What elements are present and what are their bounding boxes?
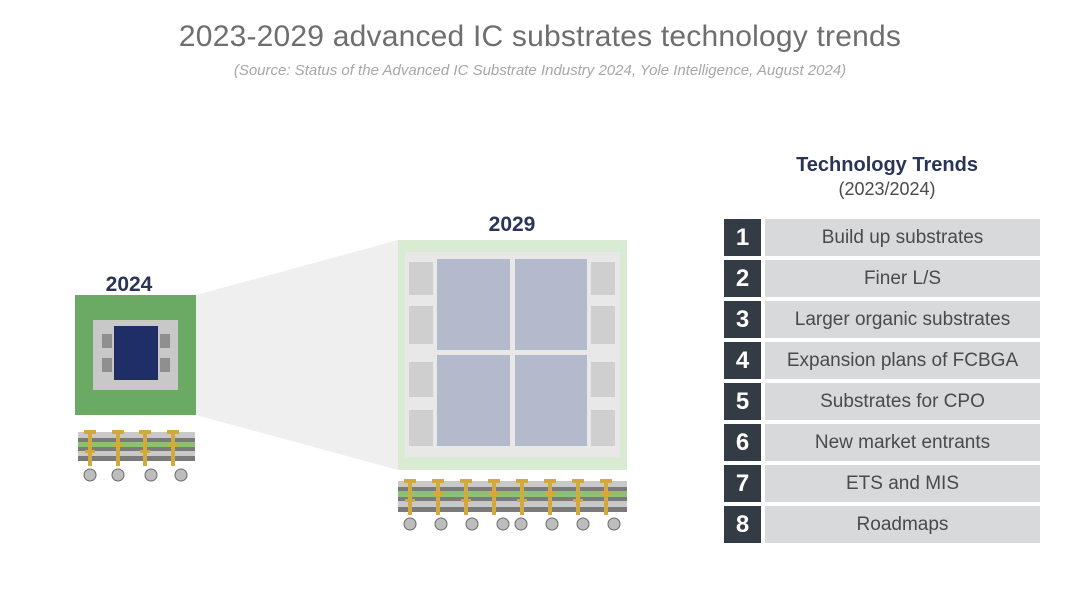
page-title: 2023-2029 advanced IC substrates technol…: [178, 20, 902, 53]
trend-row-8: 8 Roadmaps: [724, 506, 1040, 543]
trend-label: New market entrants: [765, 424, 1040, 461]
year-label-2024: 2024: [106, 273, 153, 296]
trend-number: 5: [724, 383, 761, 420]
trend-number: 4: [724, 342, 761, 379]
trends-list: 1 Build up substrates 2 Finer L/S 3 Larg…: [724, 219, 1040, 547]
trend-label: Finer L/S: [765, 260, 1040, 297]
trend-number: 2: [724, 260, 761, 297]
die-2029-1: [437, 259, 510, 350]
trend-number: 8: [724, 506, 761, 543]
die-2029-3: [437, 355, 510, 446]
package-2024-top-view: [75, 295, 196, 415]
trend-label: Larger organic substrates: [765, 301, 1040, 338]
trend-row-3: 3 Larger organic substrates: [724, 301, 1040, 338]
die-2029-4: [515, 355, 587, 446]
trend-label: Roadmaps: [765, 506, 1040, 543]
trend-label: ETS and MIS: [765, 465, 1040, 502]
trends-period: (2023/2024): [838, 179, 936, 199]
trend-row-5: 5 Substrates for CPO: [724, 383, 1040, 420]
trend-label: Expansion plans of FCBGA: [765, 342, 1040, 379]
source-citation: (Source: Status of the Advanced IC Subst…: [233, 62, 847, 79]
trend-row-4: 4 Expansion plans of FCBGA: [724, 342, 1040, 379]
trend-label: Substrates for CPO: [765, 383, 1040, 420]
trend-row-1: 1 Build up substrates: [724, 219, 1040, 256]
trend-label: Build up substrates: [765, 219, 1040, 256]
trends-heading: Technology Trends: [796, 154, 978, 176]
trend-number: 1: [724, 219, 761, 256]
trend-row-6: 6 New market entrants: [724, 424, 1040, 461]
trend-row-2: 2 Finer L/S: [724, 260, 1040, 297]
year-label-2029: 2029: [489, 213, 536, 236]
zoom-projection: [196, 240, 398, 470]
trend-number: 6: [724, 424, 761, 461]
trend-number: 3: [724, 301, 761, 338]
trend-row-7: 7 ETS and MIS: [724, 465, 1040, 502]
package-2029-cross-section: [398, 479, 627, 531]
package-2029-top-view: [398, 240, 627, 470]
die-2024: [114, 326, 158, 380]
package-2024-cross-section: [78, 430, 195, 482]
die-2029-2: [515, 259, 587, 350]
trend-number: 7: [724, 465, 761, 502]
